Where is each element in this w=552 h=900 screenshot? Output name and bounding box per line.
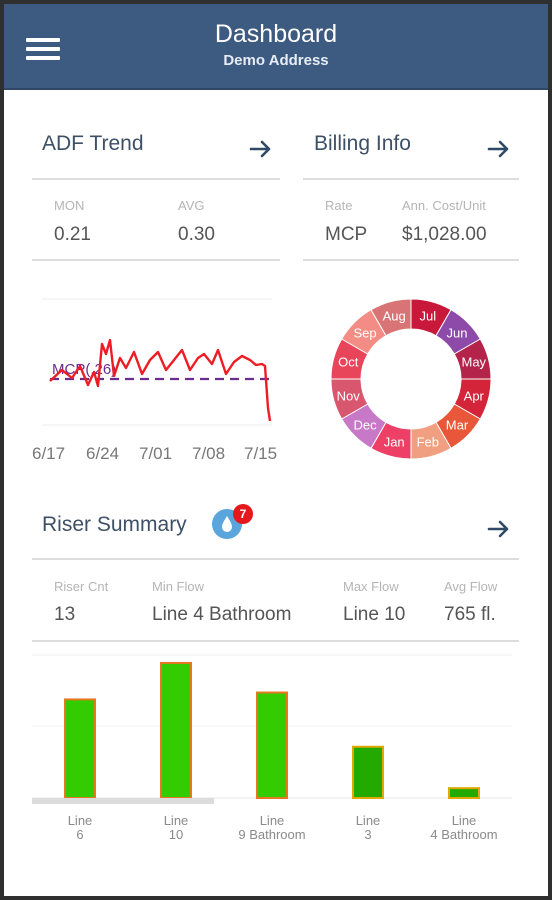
app-header: Dashboard Demo Address [4,4,548,90]
billing-stat-label-rate: Rate [325,198,353,213]
riser-stat-value-min-flow: Line 4 Bathroom [152,604,292,625]
chart-scrollbar[interactable] [32,798,214,804]
riser-summary-title: Riser Summary [42,513,187,536]
billing-info-arrow-icon[interactable] [486,136,512,162]
donut-label-may: May [462,355,487,370]
donut-label-aug: Aug [383,309,406,324]
donut-slice-aug[interactable] [370,298,412,337]
billing-stat-value-cost: $1,028.00 [402,224,487,245]
bar-2[interactable] [160,661,192,800]
bar-category-label: Line 9 Bathroom [238,813,306,842]
billing-stat-label-cost: Ann. Cost/Unit [402,198,486,213]
riser-stat-value-max-flow: Line 10 [343,604,406,625]
riser-stat-value-count: 13 [54,604,76,625]
donut-label-nov: Nov [337,388,361,403]
billing-info-title: Billing Info [314,132,411,155]
divider [32,259,280,261]
x-tick: 6/17 [32,444,66,463]
adf-stat-value-avg: 0.30 [178,224,215,245]
adf-trend-arrow-icon[interactable] [248,136,274,162]
divider [32,178,280,180]
riser-summary-arrow-icon[interactable] [486,516,512,542]
alert-count-badge: 7 [233,504,253,524]
divider [303,259,519,261]
donut-label-jun: Jun [446,326,467,341]
x-tick: 7/15 [244,444,278,463]
bar-category-label: Line 6 [67,813,93,842]
bar-category-label: Line 3 [355,813,381,842]
riser-stat-label-max-flow: Max Flow [343,579,399,594]
hamburger-icon[interactable] [26,34,62,64]
donut-label-dec: Dec [353,417,377,432]
adf-stat-label-mon: MON [54,198,85,213]
riser-stat-label-count: Riser Cnt [54,579,109,594]
billing-stat-value-rate: MCP [325,224,368,245]
adf-trend-chart: MCP(.26) [42,298,272,426]
donut-label-feb: Feb [417,434,439,449]
x-tick: 6/24 [86,444,120,463]
donut-label-sep: Sep [353,326,376,341]
app-screen: Dashboard Demo Address ADF Trend MON 0.2… [4,4,548,896]
adf-stat-label-avg: AVG [178,198,205,213]
adf-series-line [49,338,272,422]
riser-stat-label-min-flow: Min Flow [152,579,205,594]
bar-category-label: Line 10 [163,813,189,842]
riser-stat-label-avg-flow: Avg Flow [444,579,498,594]
donut-label-mar: Mar [446,417,469,432]
divider [32,558,519,560]
riser-flow-bar-chart [32,654,512,800]
adf-trend-title: ADF Trend [42,132,144,155]
donut-label-apr: Apr [464,388,485,403]
x-tick: 7/08 [192,444,226,463]
riser-stat-value-avg-flow: 765 fl. [444,604,496,625]
divider [32,640,519,642]
divider [303,178,519,180]
page-title: Dashboard [214,20,338,48]
bar-4[interactable] [352,745,384,799]
adf-stat-value-mon: 0.21 [54,224,91,245]
donut-label-jan: Jan [384,434,405,449]
bar-category-label: Line 4 Bathroom [430,813,498,842]
bar-3[interactable] [256,691,288,799]
monthly-billing-donut: Jul Jun May Apr Mar Feb Jan Dec Nov Oct Sep Aug [330,298,492,460]
donut-label-jul: Jul [420,309,437,324]
x-tick: 7/01 [139,444,173,463]
donut-label-oct: Oct [338,355,359,370]
bar-5[interactable] [448,787,480,799]
bar-1[interactable] [64,698,96,799]
page-subtitle: Demo Address [223,52,329,69]
